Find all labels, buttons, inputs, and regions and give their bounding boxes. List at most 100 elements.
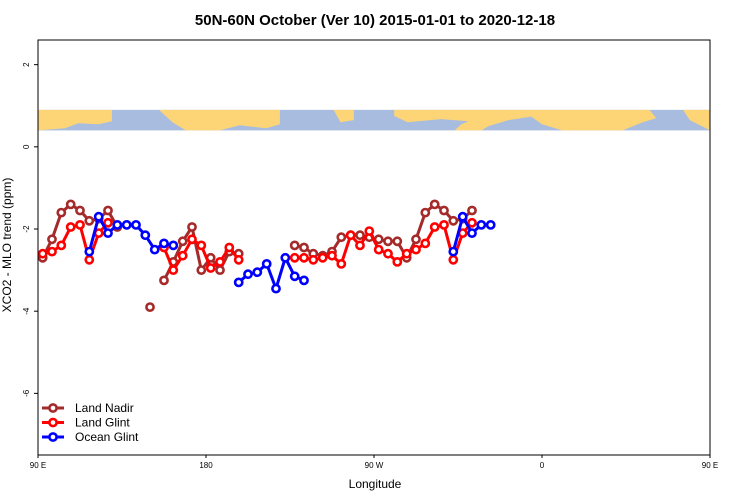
data-point-land-nadir [215, 265, 225, 275]
legend-item-land-nadir: Land Nadir [42, 401, 134, 415]
data-point-land-nadir [392, 236, 403, 247]
legend-label: Land Nadir [75, 401, 134, 415]
data-point-land-glint [308, 254, 319, 265]
data-point-land-glint [224, 242, 235, 253]
series-land-glint [37, 217, 477, 275]
data-point-ocean-glint [289, 271, 300, 282]
series-ocean-glint [84, 211, 496, 294]
data-point-land-glint [56, 240, 67, 251]
data-point-land-nadir [336, 232, 347, 243]
data-point-land-glint [299, 252, 309, 263]
data-point-land-nadir [439, 205, 449, 216]
data-point-ocean-glint [159, 238, 169, 249]
data-point-land-glint [355, 240, 365, 251]
x-tick-label: 0 [540, 461, 545, 470]
data-point-land-glint [336, 258, 347, 269]
y-tick-label: -2 [22, 225, 31, 233]
x-axis-label: Longitude [349, 477, 402, 491]
y-tick-label: 2 [22, 62, 31, 67]
x-tick-label: 90 W [365, 461, 384, 470]
y-tick-label: -4 [22, 307, 31, 315]
data-point-land-nadir [177, 236, 188, 247]
legend-marker [48, 432, 58, 442]
data-point-land-glint [84, 254, 95, 265]
data-point-ocean-glint [476, 219, 487, 230]
x-axis: 90 E 180 90 W 0 90 E [30, 455, 718, 470]
data-point-ocean-glint [271, 283, 281, 294]
data-point-land-glint [65, 222, 76, 232]
y-tick-label: -6 [22, 389, 31, 397]
data-point-ocean-glint [457, 211, 468, 222]
legend-label: Land Glint [75, 416, 130, 430]
data-point-ocean-glint [448, 246, 459, 257]
data-point-land-glint [420, 238, 431, 249]
data-point-ocean-glint [168, 240, 179, 251]
data-point-ocean-glint [485, 219, 496, 230]
x-tick-label: 90 E [30, 461, 46, 470]
data-point-ocean-glint [103, 228, 113, 238]
data-point-land-glint [373, 244, 384, 255]
data-point-ocean-glint [140, 230, 151, 241]
y-tick-label: 0 [22, 144, 31, 149]
data-point-land-glint [345, 230, 356, 241]
data-point-ocean-glint [121, 219, 132, 230]
data-point-land-nadir [383, 236, 393, 247]
data-point-land-nadir [289, 240, 300, 251]
map-land [38, 109, 710, 131]
data-point-land-nadir [103, 205, 113, 216]
data-point-land-glint [429, 222, 440, 232]
data-point-land-glint [187, 234, 197, 245]
data-point-land-glint [47, 246, 57, 257]
data-point-ocean-glint [299, 275, 309, 286]
data-point-land-nadir [145, 302, 155, 312]
x-tick-label: 180 [199, 461, 213, 470]
data-point-land-nadir [429, 199, 440, 210]
data-point-land-nadir [411, 234, 421, 245]
data-point-ocean-glint [112, 219, 123, 230]
x-tick-label: 90 E [702, 461, 718, 470]
data-point-land-glint [439, 219, 449, 230]
chart-title: 50N-60N October (Ver 10) 2015-01-01 to 2… [195, 12, 555, 29]
data-point-land-glint [467, 217, 477, 228]
data-point-land-glint [196, 240, 207, 251]
legend-item-land-glint: Land Glint [42, 416, 130, 430]
data-point-ocean-glint [261, 258, 272, 269]
data-point-land-glint [215, 256, 225, 267]
data-point-land-nadir [196, 265, 207, 275]
data-point-land-glint [448, 254, 459, 265]
data-point-land-glint [177, 250, 188, 261]
series-layer [37, 199, 496, 312]
data-point-land-glint [75, 219, 85, 230]
data-point-land-nadir [65, 199, 76, 210]
data-point-ocean-glint [467, 228, 477, 238]
plot-frame [37, 39, 711, 456]
data-point-land-nadir [467, 205, 477, 216]
data-point-land-glint [327, 250, 337, 261]
data-point-land-nadir [47, 234, 57, 245]
legend-marker [48, 417, 58, 428]
data-point-ocean-glint [84, 246, 95, 257]
data-point-land-glint [289, 252, 300, 263]
data-point-ocean-glint [131, 219, 141, 230]
data-point-ocean-glint [280, 252, 291, 263]
data-point-land-glint [411, 244, 421, 255]
data-point-land-glint [205, 263, 216, 273]
data-point-land-glint [401, 248, 412, 259]
data-point-land-nadir [420, 207, 431, 218]
legend-marker [48, 403, 58, 413]
data-point-land-nadir [187, 222, 197, 232]
data-point-land-glint [364, 226, 375, 236]
data-point-land-glint [37, 248, 48, 259]
data-point-land-glint [383, 248, 393, 259]
y-axis-label: XCO2 - MLO trend (ppm) [0, 178, 14, 313]
data-point-land-nadir [448, 215, 459, 226]
data-point-land-nadir [355, 230, 365, 241]
data-point-ocean-glint [233, 277, 244, 288]
data-point-land-glint [392, 256, 403, 267]
data-point-ocean-glint [252, 267, 263, 278]
data-point-land-glint [233, 254, 244, 265]
data-point-land-nadir [56, 207, 67, 218]
data-point-land-nadir [75, 205, 85, 216]
